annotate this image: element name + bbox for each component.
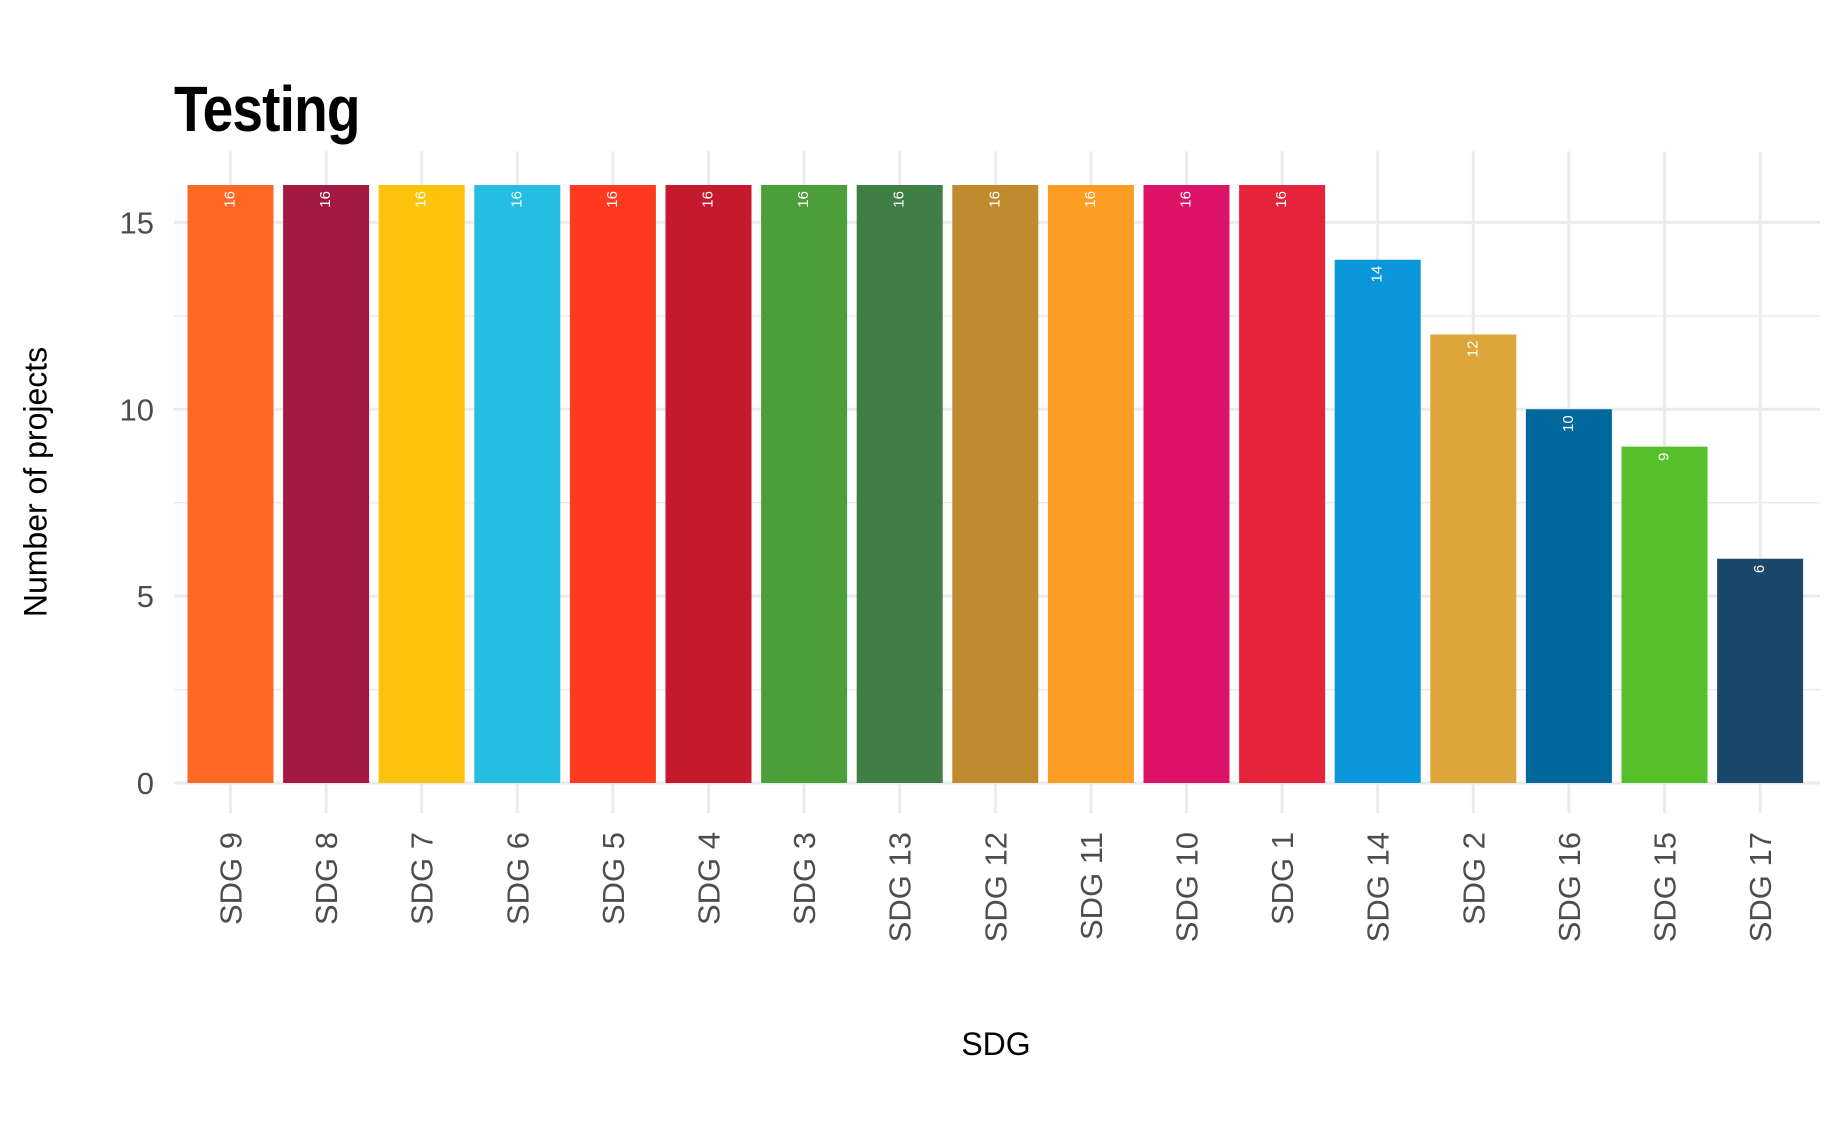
bar	[665, 185, 752, 783]
bar-value-label: 16	[317, 191, 334, 208]
labels-layer: 16 16 16 16 16 16 16 16 16 16 16 16 14 12 10 9 6	[222, 191, 1769, 573]
x-tick-label: SDG 8	[309, 832, 344, 925]
bar-value-label: 14	[1369, 266, 1386, 283]
x-tick-label: SDG 10	[1170, 832, 1205, 942]
bar	[1717, 558, 1804, 783]
bar	[283, 185, 370, 783]
bar-value-label: 16	[1178, 191, 1195, 208]
x-tick-label: SDG 14	[1361, 832, 1396, 942]
x-tick-label: SDG 15	[1648, 832, 1683, 942]
bar	[378, 185, 465, 783]
x-tick-label: SDG 12	[978, 832, 1013, 942]
x-tick-label: SDG 7	[405, 832, 440, 925]
bar-value-label: 16	[508, 191, 525, 208]
bar-value-label: 16	[891, 191, 908, 208]
x-tick-label: SDG 11	[1074, 832, 1109, 940]
x-tick-label: SDG 13	[883, 832, 918, 942]
x-tick-label: SDG 2	[1456, 832, 1491, 925]
x-tick-label: SDG 16	[1552, 832, 1587, 942]
bar-value-label: 12	[1464, 341, 1481, 358]
bar	[856, 185, 943, 783]
bar-value-label: 16	[700, 191, 717, 208]
x-tick-label: SDG 4	[692, 832, 727, 925]
bar-value-label: 9	[1656, 453, 1673, 461]
x-tick-label: SDG 1	[1265, 832, 1300, 925]
x-axis-title: SDG	[961, 1026, 1031, 1062]
bar	[1334, 259, 1421, 783]
bar-value-label: 16	[413, 191, 430, 208]
y-tick-label: 0	[137, 766, 154, 801]
bar	[1239, 185, 1326, 783]
x-tick-label: SDG 3	[787, 832, 822, 925]
bar	[1621, 446, 1708, 783]
bar	[474, 185, 561, 783]
bar-value-label: 16	[604, 191, 621, 208]
y-tick-label: 10	[120, 392, 154, 427]
axis-layer: 0 5 10 15 SDG 9 SDG 8 SDG 7 SDG 6 SDG 5 SDG 4 SDG …	[120, 205, 1779, 942]
x-tick-label: SDG 9	[214, 832, 249, 925]
bar	[569, 185, 656, 783]
x-tick-label: SDG 6	[500, 832, 535, 925]
bar	[1047, 185, 1134, 783]
x-tick-label: SDG 5	[596, 832, 631, 925]
y-tick-label: 15	[120, 205, 154, 240]
chart-title: Testing	[174, 73, 360, 145]
y-tick-label: 5	[137, 579, 154, 614]
bar	[187, 185, 274, 783]
bar-value-label: 10	[1560, 415, 1577, 432]
bar	[761, 185, 848, 783]
bar-value-label: 16	[795, 191, 812, 208]
bar-value-label: 16	[1273, 191, 1290, 208]
bar	[1143, 185, 1230, 783]
bar-value-label: 16	[222, 191, 239, 208]
bars-layer	[187, 185, 1804, 783]
bar-value-label: 16	[1082, 191, 1099, 208]
bar	[952, 185, 1039, 783]
bar	[1430, 334, 1517, 783]
bar	[1525, 409, 1612, 783]
x-tick-label: SDG 17	[1743, 832, 1778, 942]
bar-value-label: 6	[1751, 565, 1768, 573]
bar-value-label: 16	[986, 191, 1003, 208]
